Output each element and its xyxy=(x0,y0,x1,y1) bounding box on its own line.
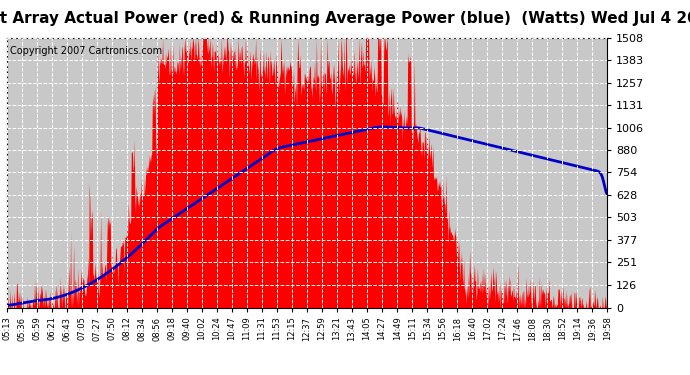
Text: Copyright 2007 Cartronics.com: Copyright 2007 Cartronics.com xyxy=(10,46,162,56)
Text: West Array Actual Power (red) & Running Average Power (blue)  (Watts) Wed Jul 4 : West Array Actual Power (red) & Running … xyxy=(0,11,690,26)
